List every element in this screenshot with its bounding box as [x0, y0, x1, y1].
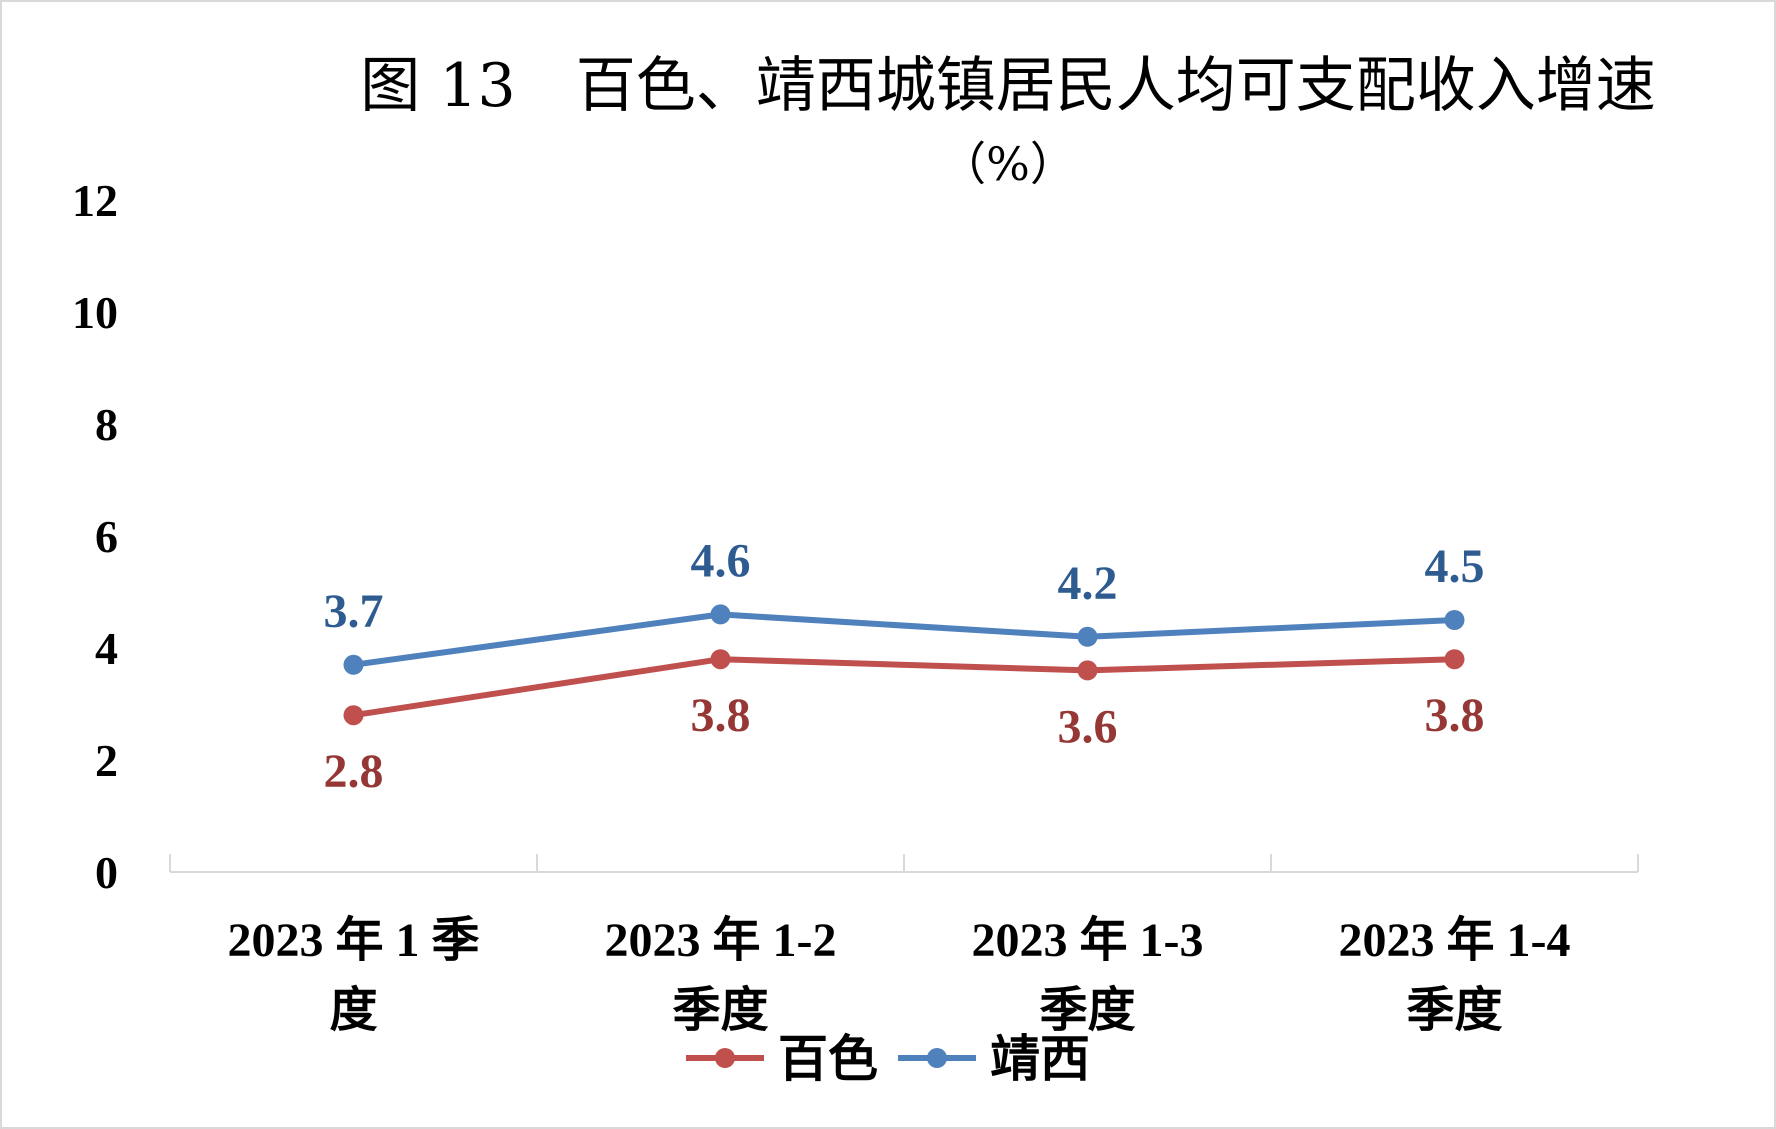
y-axis: 0 2 4 6 8 10 12	[72, 175, 118, 898]
x-tick-label: 季度	[1039, 984, 1135, 1037]
data-label: 3.8	[691, 689, 751, 742]
legend-label: 靖西	[990, 1030, 1090, 1088]
y-tick-label: 6	[95, 511, 118, 562]
x-tick-label: 2023 年 1 季	[227, 914, 479, 967]
data-label: 3.8	[1425, 689, 1485, 742]
y-tick-label: 2	[95, 735, 118, 786]
y-tick-label: 0	[95, 847, 118, 898]
legend-item: 百色	[686, 1030, 878, 1088]
x-tick-label: 2023 年 1-3	[972, 914, 1204, 967]
legend-item: 靖西	[898, 1030, 1090, 1088]
data-point	[1077, 626, 1098, 647]
series-layer: 2.8 3.8 3.6 3.8 3.7 4.6 4.2 4.5	[324, 534, 1485, 798]
legend: 百色 靖西	[686, 1030, 1090, 1088]
x-tick-label: 度	[329, 984, 377, 1037]
data-point	[710, 604, 731, 625]
data-label: 4.2	[1058, 557, 1118, 610]
y-tick-label: 10	[72, 287, 118, 338]
data-point	[1444, 649, 1465, 670]
x-tick-label: 2023 年 1-4	[1339, 914, 1571, 967]
y-tick-label: 4	[95, 623, 118, 674]
series-line	[350, 611, 1458, 668]
legend-marker	[927, 1048, 947, 1068]
x-axis: 2023 年 1 季度 2023 年 1-2 季度 2023 年 1-3 季度 2023 …	[169, 854, 1639, 1037]
data-point	[343, 654, 364, 675]
data-point	[710, 649, 731, 670]
chart-subtitle: （%）	[940, 137, 1076, 191]
data-label: 4.6	[691, 534, 751, 587]
chart-title: 图 13 百色、靖西城镇居民人均可支配收入增速	[360, 51, 1655, 121]
data-point	[1444, 610, 1465, 630]
data-label: 2.8	[324, 745, 384, 798]
y-tick-label: 12	[72, 175, 118, 226]
data-point	[1077, 660, 1098, 681]
data-label: 3.7	[324, 585, 384, 638]
data-label: 4.5	[1425, 540, 1485, 593]
x-tick-label: 季度	[1406, 984, 1502, 1037]
data-point	[343, 705, 364, 726]
x-tick-label: 季度	[672, 984, 768, 1037]
series-line	[350, 656, 1458, 719]
y-tick-label: 8	[95, 399, 118, 450]
data-label: 3.6	[1058, 700, 1118, 753]
series-0: 2.8 3.8 3.6 3.8	[324, 649, 1485, 798]
series-1: 3.7 4.6 4.2 4.5	[324, 534, 1485, 675]
x-tick-label: 2023 年 1-2	[605, 914, 837, 967]
legend-marker	[715, 1048, 735, 1068]
legend-label: 百色	[778, 1030, 878, 1088]
